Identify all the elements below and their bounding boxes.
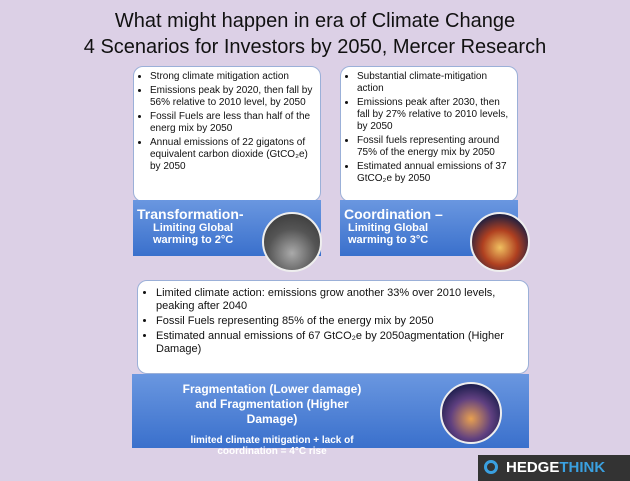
scenario-band: Coordination – Limiting Global warming t… — [340, 200, 518, 256]
bullet: Substantial climate-mitigation action — [357, 71, 511, 95]
logo-text: HEDGE — [506, 459, 560, 476]
card: Limited climate action: emissions grow a… — [137, 280, 529, 374]
scenario-name: Transformation- — [137, 206, 244, 222]
bullet: Fossil Fuels are less than half of the e… — [150, 111, 314, 135]
card: Substantial climate-mitigation actionEmi… — [340, 66, 518, 202]
logo: HEDGETHINK — [478, 455, 630, 481]
image — [470, 212, 530, 272]
bullet: Fossil Fuels representing 85% of the ene… — [156, 315, 520, 328]
logo-text: THINK — [559, 459, 606, 476]
scenario-name: Coordination – — [344, 206, 443, 222]
bullet-list: Limited climate action: emissions grow a… — [146, 287, 520, 356]
scenario-subtitle: Limiting Global warming to 3°C — [348, 222, 429, 246]
card: Strong climate mitigation action Emission… — [133, 66, 321, 202]
title: What might happen in era of Climate Chan… — [114, 10, 516, 32]
bullet: Annual emissions of 22 gigatons of equiv… — [150, 137, 314, 173]
bullet: Fossil fuels representing around 75% of … — [357, 135, 511, 159]
image — [440, 382, 502, 444]
scenario-name: Fragmentation (Lower damage) and Fragmen… — [182, 382, 362, 426]
subtitle: 4 Scenarios for Investors by 2050, Merce… — [83, 36, 547, 58]
bullet: Strong climate mitigation action — [150, 71, 314, 83]
bullet: Estimated annual emissions of 37 GtCO₂e … — [357, 161, 511, 185]
logo-icon — [484, 460, 498, 474]
image — [262, 212, 322, 272]
bullet: Limited climate action: emissions grow a… — [156, 287, 520, 313]
scenario-subtitle: limited climate mitigation + lack of coo… — [190, 435, 354, 457]
bullet: Estimated annual emissions of 67 GtCO₂e … — [156, 330, 520, 356]
bullet-list: Strong climate mitigation action Emission… — [140, 71, 314, 173]
bullet: Emissions peak by 2020, then fall by 56%… — [150, 85, 314, 109]
bullet-list: Substantial climate-mitigation actionEmi… — [347, 71, 511, 185]
scenario-subtitle: Limiting Global warming to 2°C — [153, 222, 234, 246]
bullet: Emissions peak after 2030, then fall by … — [357, 97, 511, 133]
